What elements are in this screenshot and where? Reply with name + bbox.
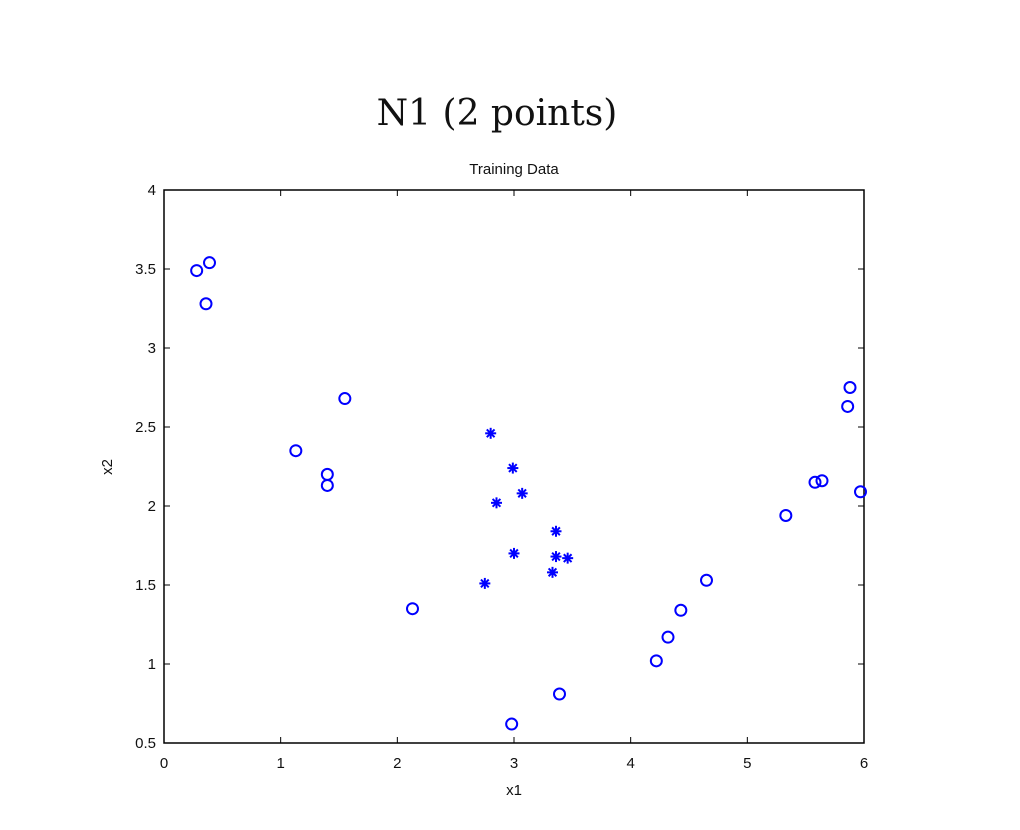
y-axis-label: x2 (99, 459, 116, 475)
data-point-circle (505, 717, 519, 731)
y-tick-label: 3 (148, 340, 156, 357)
x-tick-label: 0 (160, 755, 168, 772)
data-point-star (491, 497, 502, 509)
data-point-circle (700, 573, 713, 587)
x-axis-label: x1 (506, 782, 522, 799)
data-point-circle (815, 474, 829, 488)
data-point-star (562, 552, 574, 564)
data-point-circle (808, 475, 822, 489)
data-point-circle (661, 630, 675, 644)
data-point-circle (203, 256, 216, 270)
chart-title: Training Data (469, 161, 559, 178)
data-point-circle (649, 654, 663, 668)
data-point-circle (779, 508, 793, 522)
data-point-circle (843, 381, 857, 394)
data-point-circle (190, 264, 204, 278)
data-point-circle (841, 399, 855, 413)
data-point-circle (854, 485, 867, 499)
x-tick-label: 6 (860, 755, 868, 772)
y-axis: 0.5 1 1.5 2 2.5 3 3.5 4 (135, 182, 864, 752)
data-point-circle (289, 444, 303, 458)
y-tick-label: 4 (148, 182, 156, 199)
data-point-star (485, 427, 497, 439)
data-point-star (479, 577, 491, 589)
y-tick-label: 0.5 (135, 735, 156, 752)
data-point-circle (338, 392, 352, 406)
y-tick-label: 2 (148, 498, 156, 515)
y-tick-label: 3.5 (135, 261, 156, 278)
y-tick-label: 1 (148, 656, 156, 673)
data-point-star (508, 547, 520, 559)
data-point-circle (320, 478, 334, 492)
data-point-star (550, 551, 562, 563)
x-axis: 0 1 2 3 4 5 6 (160, 190, 868, 772)
data-point-circle (674, 603, 688, 617)
data-point-circle (406, 602, 419, 616)
data-point-star (516, 487, 528, 499)
x-tick-label: 2 (393, 755, 401, 772)
data-point-star (550, 525, 562, 537)
x-tick-label: 4 (626, 755, 634, 772)
figure-title: N1 (2 points) (377, 93, 618, 134)
data-point-circle (199, 297, 213, 311)
x-tick-label: 3 (510, 755, 518, 772)
x-tick-label: 1 (276, 755, 284, 772)
data-point-star (547, 566, 558, 578)
y-tick-label: 1.5 (135, 577, 156, 594)
x-tick-label: 5 (743, 755, 751, 772)
y-tick-label: 2.5 (135, 419, 156, 436)
data-point-circle (553, 687, 566, 701)
data-points (190, 256, 867, 731)
data-point-star (507, 462, 519, 474)
